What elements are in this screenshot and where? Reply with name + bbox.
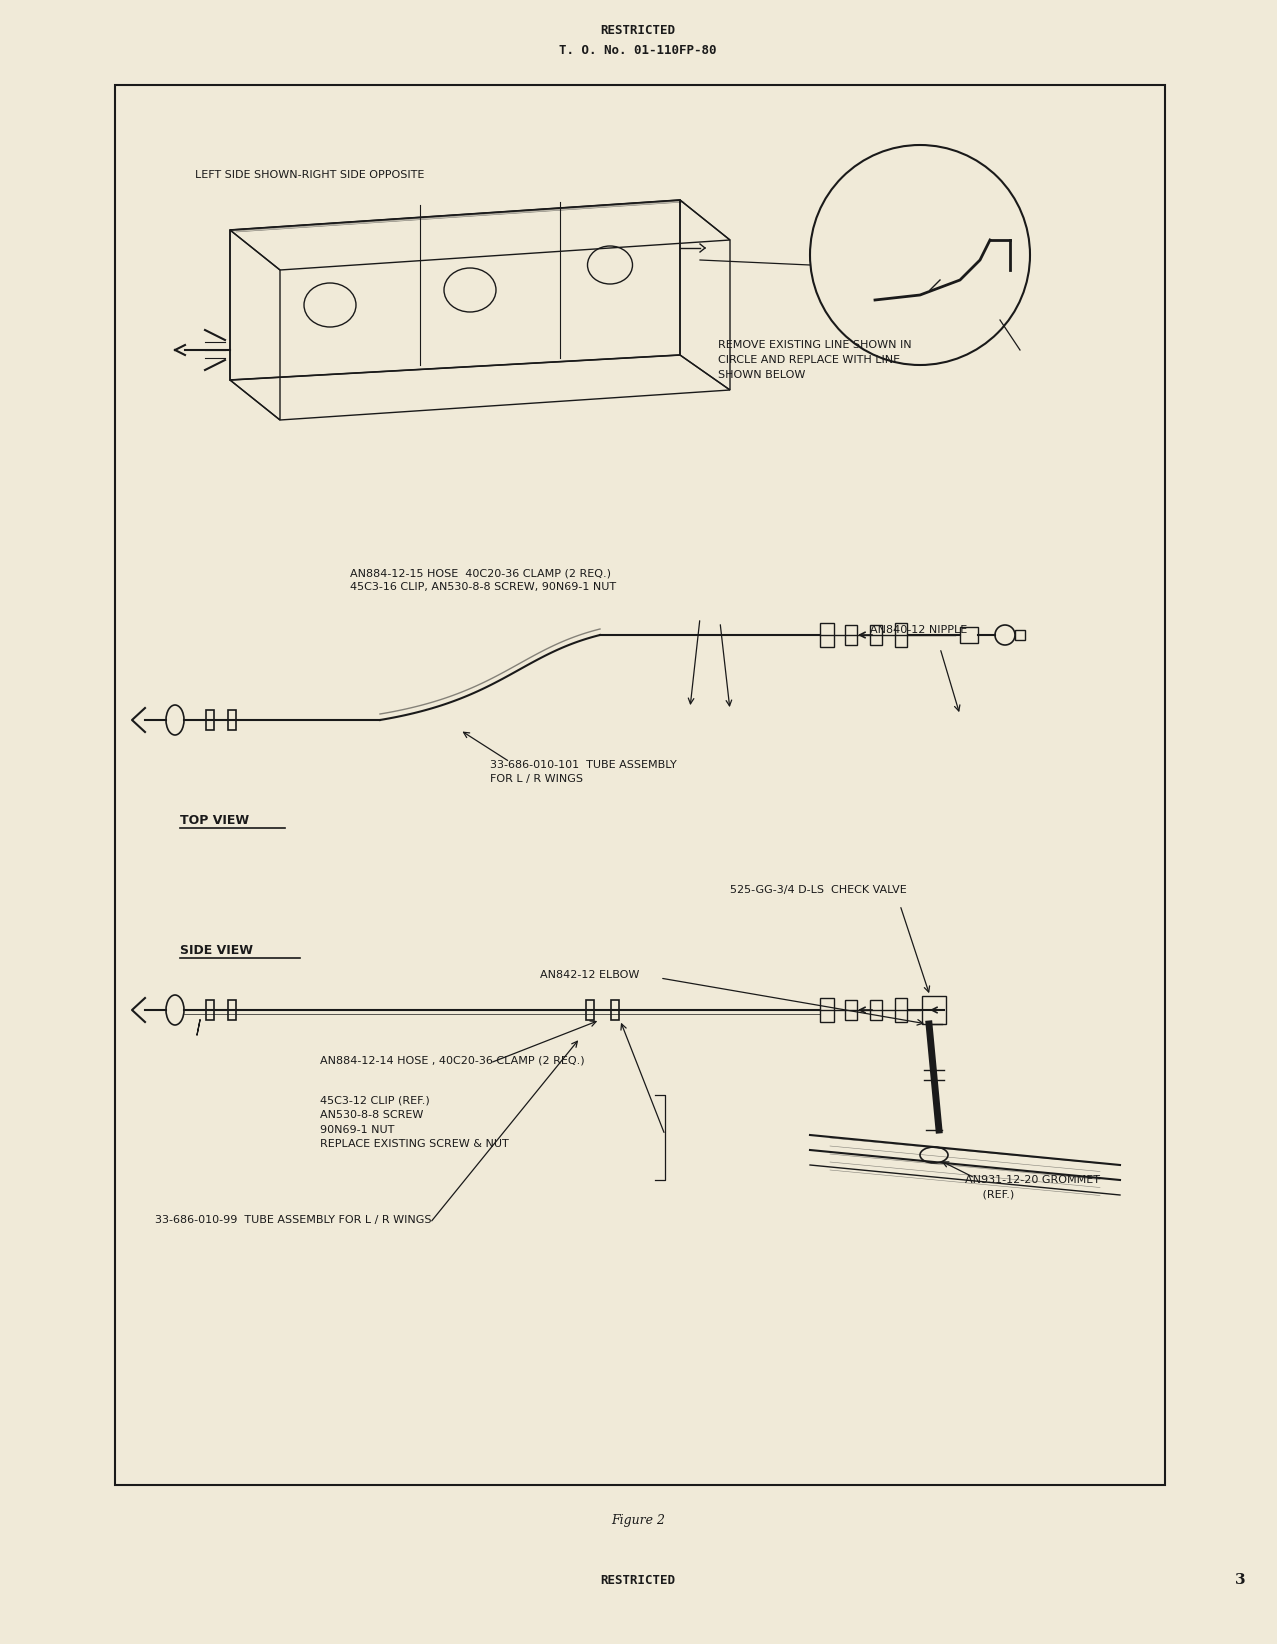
Text: AN884-12-15 HOSE  40C20-36 CLAMP (2 REQ.)
45C3-16 CLIP, AN530-8-8 SCREW, 90N69-1: AN884-12-15 HOSE 40C20-36 CLAMP (2 REQ.)… <box>350 567 616 592</box>
Text: Figure 2: Figure 2 <box>610 1514 665 1527</box>
Bar <box>229 710 236 730</box>
Text: AN884-12-14 HOSE , 40C20-36 CLAMP (2 REQ.): AN884-12-14 HOSE , 40C20-36 CLAMP (2 REQ… <box>321 1055 585 1065</box>
Bar <box>895 998 907 1023</box>
Text: 525-GG-3/4 D-LS  CHECK VALVE: 525-GG-3/4 D-LS CHECK VALVE <box>730 884 907 894</box>
Text: T. O. No. 01-110FP-80: T. O. No. 01-110FP-80 <box>559 43 716 56</box>
Bar <box>820 623 834 648</box>
Bar <box>206 710 215 730</box>
Bar <box>870 1000 882 1019</box>
Bar <box>206 1000 215 1019</box>
Text: 45C3-12 CLIP (REF.)
AN530-8-8 SCREW
90N69-1 NUT
REPLACE EXISTING SCREW & NUT: 45C3-12 CLIP (REF.) AN530-8-8 SCREW 90N6… <box>321 1095 508 1149</box>
Bar <box>960 626 978 643</box>
Bar <box>229 1000 236 1019</box>
Text: 33-686-010-99  TUBE ASSEMBLY FOR L / R WINGS: 33-686-010-99 TUBE ASSEMBLY FOR L / R WI… <box>155 1215 432 1225</box>
Bar <box>115 85 1165 1485</box>
Text: AN840-12 NIPPLE: AN840-12 NIPPLE <box>870 625 967 635</box>
Text: 3: 3 <box>1235 1573 1245 1586</box>
Bar <box>870 625 882 644</box>
Text: TOP VIEW: TOP VIEW <box>180 814 249 827</box>
Text: RESTRICTED: RESTRICTED <box>600 1573 676 1586</box>
Text: 33-686-010-101  TUBE ASSEMBLY
FOR L / R WINGS: 33-686-010-101 TUBE ASSEMBLY FOR L / R W… <box>490 760 677 784</box>
Bar <box>820 998 834 1023</box>
Bar <box>845 1000 857 1019</box>
Text: LEFT SIDE SHOWN-RIGHT SIDE OPPOSITE: LEFT SIDE SHOWN-RIGHT SIDE OPPOSITE <box>195 169 424 179</box>
Bar <box>586 1000 594 1019</box>
Text: RESTRICTED: RESTRICTED <box>600 23 676 36</box>
Bar <box>1015 630 1025 640</box>
Bar <box>922 996 946 1024</box>
Text: AN931-12-20 GROMMET
     (REF.): AN931-12-20 GROMMET (REF.) <box>965 1175 1099 1198</box>
Text: AN842-12 ELBOW: AN842-12 ELBOW <box>540 970 640 980</box>
Bar <box>895 623 907 648</box>
Text: SIDE VIEW: SIDE VIEW <box>180 944 253 957</box>
Bar <box>845 625 857 644</box>
Bar <box>610 1000 619 1019</box>
Text: REMOVE EXISTING LINE SHOWN IN
CIRCLE AND REPLACE WITH LINE
SHOWN BELOW: REMOVE EXISTING LINE SHOWN IN CIRCLE AND… <box>718 340 912 380</box>
